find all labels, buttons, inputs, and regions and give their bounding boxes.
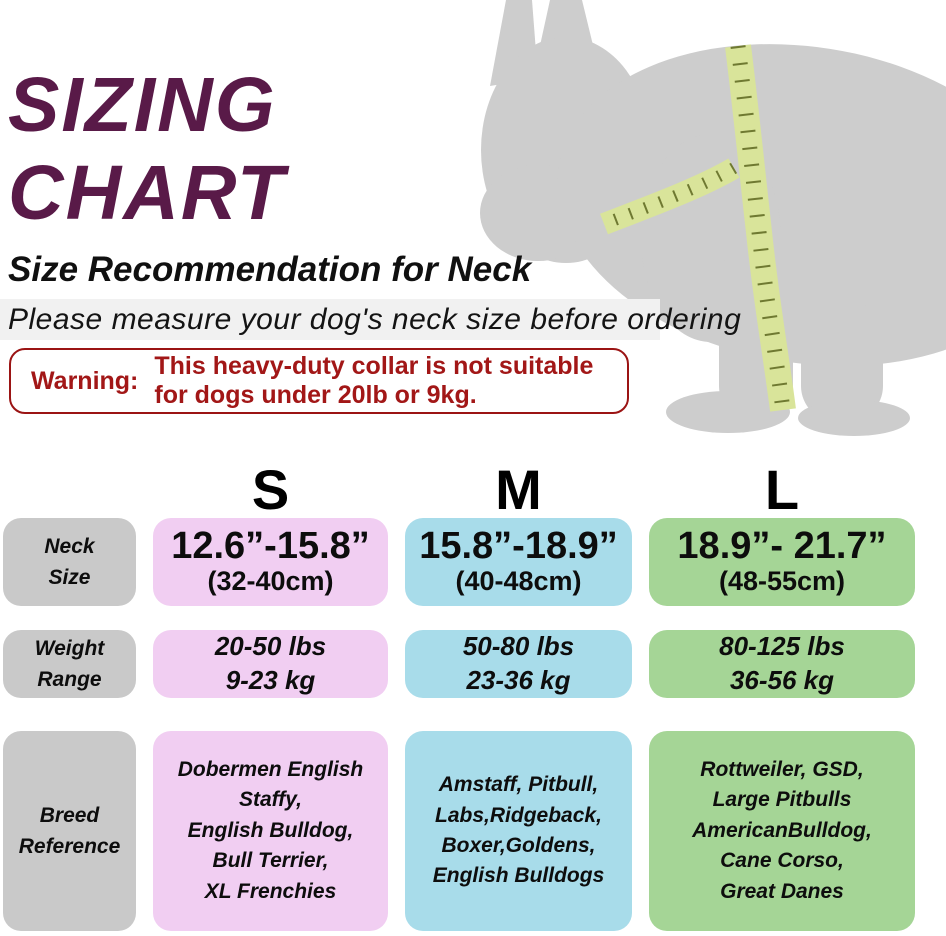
size-header-s: S: [251, 457, 290, 521]
cell-neck-size-m: 15.8”-18.9” (40-48cm): [405, 518, 632, 606]
neck-size-inches-l: 18.9”- 21.7”: [677, 525, 887, 568]
cell-breeds-s: Dobermen English Staffy, English Bulldog…: [153, 731, 388, 931]
neck-size-cm-m: (40-48cm): [455, 566, 582, 597]
dog-front-paw: [666, 391, 790, 433]
dog-rear-leg: [801, 300, 883, 422]
warning-box: Warning: This heavy-duty collar is not s…: [9, 348, 629, 414]
warning-label: Warning:: [31, 366, 139, 395]
weight-text-l: 80-125 lbs 36-56 kg: [719, 631, 845, 695]
breeds-text-m: Amstaff, Pitbull, Labs,Ridgeback, Boxer,…: [432, 773, 605, 888]
neck-size-inches-s: 12.6”-15.8”: [171, 525, 370, 568]
neck-size-inches-m: 15.8”-18.9”: [419, 525, 618, 568]
measuring-tape-strip-neck: [600, 158, 740, 235]
row-label-weight-range: Weight Range: [3, 630, 136, 698]
dog-silhouette-illustration: [480, 0, 946, 436]
dog-rear-paw: [798, 400, 910, 436]
warning-message: This heavy-duty collar is not suitable f…: [154, 351, 594, 410]
measure-note-text: Please measure your dog's neck size befo…: [8, 302, 742, 336]
weight-text-m: 50-80 lbs 23-36 kg: [462, 631, 575, 695]
cell-neck-size-s: 12.6”-15.8” (32-40cm): [153, 518, 388, 606]
row-label-breed-reference: Breed Reference: [3, 731, 136, 931]
neck-size-cm-s: (32-40cm): [207, 566, 334, 597]
size-header-m: M: [495, 457, 542, 521]
measure-note-bar: Please measure your dog's neck size befo…: [0, 299, 741, 340]
size-header-l: L: [764, 457, 800, 521]
cell-breeds-l: Rottweiler, GSD, Large Pitbulls American…: [649, 731, 915, 931]
weight-text-s: 20-50 lbs 9-23 kg: [214, 631, 327, 695]
cell-breeds-m: Amstaff, Pitbull, Labs,Ridgeback, Boxer,…: [405, 731, 632, 931]
cell-weight-s: 20-50 lbs 9-23 kg: [153, 630, 388, 698]
row-label-neck-size: Neck Size: [3, 518, 136, 606]
breeds-text-l: Rottweiler, GSD, Large Pitbulls American…: [692, 757, 872, 903]
cell-weight-l: 80-125 lbs 36-56 kg: [649, 630, 915, 698]
dog-body-silhouette: [480, 0, 946, 436]
page-subtitle: Size Recommendation for Neck: [8, 250, 532, 289]
measuring-tape: [600, 44, 796, 412]
sizing-table: S M L Neck Size 12.6”-15.8” (32-40cm) 15…: [3, 457, 915, 931]
cell-weight-m: 50-80 lbs 23-36 kg: [405, 630, 632, 698]
page-title: SIZING CHART: [8, 62, 287, 236]
cell-neck-size-l: 18.9”- 21.7” (48-55cm): [649, 518, 915, 606]
breeds-text-s: Dobermen English Staffy, English Bulldog…: [177, 757, 364, 903]
measuring-tape-ticks: [730, 45, 791, 411]
neck-size-cm-l: (48-55cm): [718, 566, 846, 597]
